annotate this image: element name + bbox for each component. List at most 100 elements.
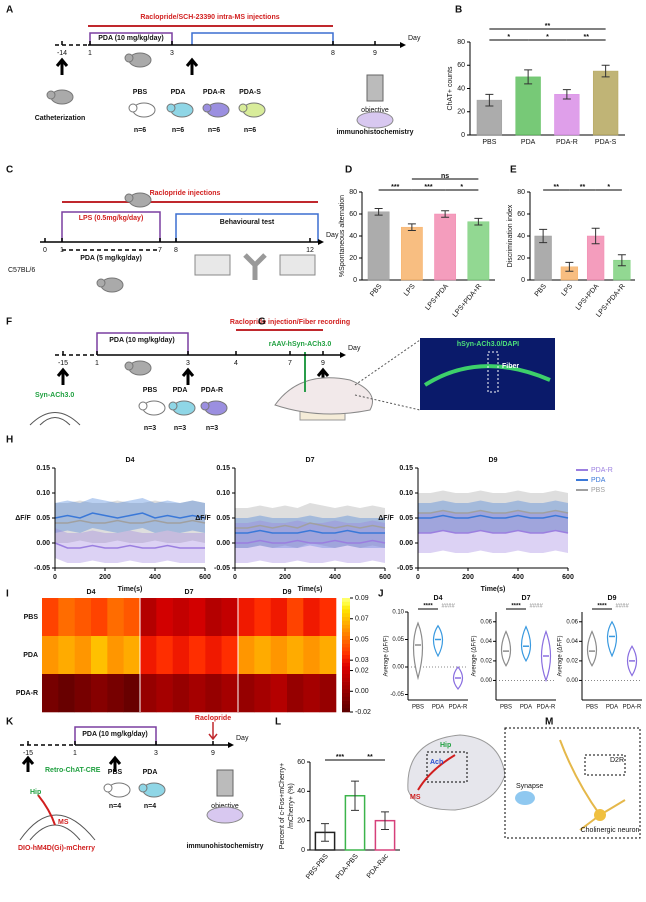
error-band [418, 500, 568, 533]
colorbar-step [342, 689, 350, 694]
x-tick-label: 600 [199, 574, 211, 581]
mouse-head [128, 103, 138, 113]
day-label: -14 [57, 50, 67, 57]
group-n: n=3 [206, 425, 218, 432]
mouse-head [202, 103, 212, 113]
bar [400, 226, 423, 281]
heatmap-cell [140, 636, 157, 675]
group-label: PDA [171, 89, 186, 96]
heatmap-cell [172, 674, 190, 713]
error-bar [485, 93, 494, 107]
y-tick-label: 80 [517, 189, 525, 196]
x-tick-label: PDA [606, 705, 618, 711]
y-tick-label: 40 [297, 788, 305, 795]
heatmap-cell [189, 674, 206, 713]
heatmap-cell [91, 598, 108, 637]
heatmap-cell [156, 636, 173, 675]
heatmap-cell [123, 674, 141, 713]
significance-label: * [460, 184, 463, 191]
x-tick-label: PBS [369, 283, 384, 298]
arrow [181, 367, 195, 385]
panel-label: C [6, 165, 13, 176]
y-tick-label: 0.10 [392, 610, 404, 616]
soma [594, 809, 606, 821]
projection [37, 794, 56, 826]
legend-label: PBS [591, 487, 605, 494]
heatmap-cell [270, 598, 288, 637]
treatment-bracket [89, 32, 173, 45]
y-tick-label: 0.15 [399, 465, 413, 472]
y-axis-label: ΔF/F [15, 515, 31, 522]
heatmap-cell [254, 636, 271, 675]
colorbar-step [342, 681, 350, 686]
y-tick-label: 20 [297, 818, 305, 825]
mouse-head [166, 103, 176, 113]
x-tick-label: PBS [586, 705, 598, 711]
y-axis-label: ΔF/F [195, 515, 211, 522]
y-tick-label: 0.04 [566, 639, 578, 645]
treatment-bracket [96, 332, 189, 355]
significance-label: ** [580, 184, 586, 191]
heatmap-cell [172, 598, 190, 637]
colorbar-label: 0.07 [355, 616, 369, 623]
heatmap-cell [270, 674, 288, 713]
group-label: PDA-R [203, 89, 225, 96]
colorbar-step [342, 655, 350, 660]
arrow [185, 57, 199, 75]
y-tick-label: 40 [517, 233, 525, 240]
y-tick-label: 0.05 [216, 515, 230, 522]
y-axis-label: ΔF/F [378, 515, 394, 522]
error-bar [321, 823, 329, 842]
significance-label: **** [511, 604, 521, 610]
series-line [54, 512, 206, 519]
colorbar-step [342, 601, 350, 606]
colorbar-step [342, 677, 350, 682]
y-tick-label: 60 [297, 759, 305, 766]
violin [412, 621, 424, 681]
y-tick-label: 80 [457, 39, 465, 46]
group-label: PBS [108, 769, 123, 776]
x-tick-label: PDA [432, 705, 444, 711]
day-label: -15 [58, 360, 68, 367]
group-n: n=4 [144, 803, 156, 810]
group-n: n=6 [208, 127, 220, 134]
significance-label: **** [597, 604, 607, 610]
x-tick-label: LPS+PDA+R [595, 283, 627, 319]
x-tick-label: LPS+PDA [575, 283, 601, 312]
chart-title: D7 [306, 457, 315, 464]
panel-label: L [275, 717, 281, 728]
day-label: 9 [373, 50, 377, 57]
injection-label: Raclopride/SCH-23390 intra-MS injections [140, 14, 279, 21]
y-tick-label: 0.06 [566, 619, 578, 625]
significance-label: ns [441, 173, 449, 180]
significance-label: * [546, 34, 549, 41]
significance-label: * [607, 184, 610, 191]
y-tick-label: 0.00 [36, 540, 50, 547]
timeline-arrow [340, 352, 346, 358]
panel-label: M [545, 717, 553, 728]
y-tick-label: 0 [521, 277, 525, 284]
chart-title: D9 [608, 595, 617, 602]
series-line [235, 522, 386, 529]
y-axis-label: /mCherry+ (%) [288, 783, 295, 829]
mouse-head [238, 103, 248, 113]
day-label: 3 [186, 360, 190, 367]
x-tick-label: 400 [149, 574, 161, 581]
day-label: 9 [211, 750, 215, 757]
y-tick-label: 0.05 [36, 515, 50, 522]
colorbar-step [342, 617, 350, 622]
y-tick-label: 0.10 [399, 490, 413, 497]
y-tick-label: 0.10 [36, 490, 50, 497]
group-label: PDA-R [201, 387, 223, 394]
x-tick-label: PDA-PBS [335, 853, 360, 881]
y-tick-label: 0 [301, 847, 305, 854]
error-band [235, 515, 385, 548]
heatmap-cell [238, 598, 255, 637]
day-axis-label: Day [326, 232, 339, 239]
mouse-head [138, 783, 148, 793]
bar [434, 213, 457, 281]
arena-icon [194, 254, 231, 276]
day-axis-label: Day [408, 35, 421, 42]
panel-label: K [6, 717, 14, 728]
